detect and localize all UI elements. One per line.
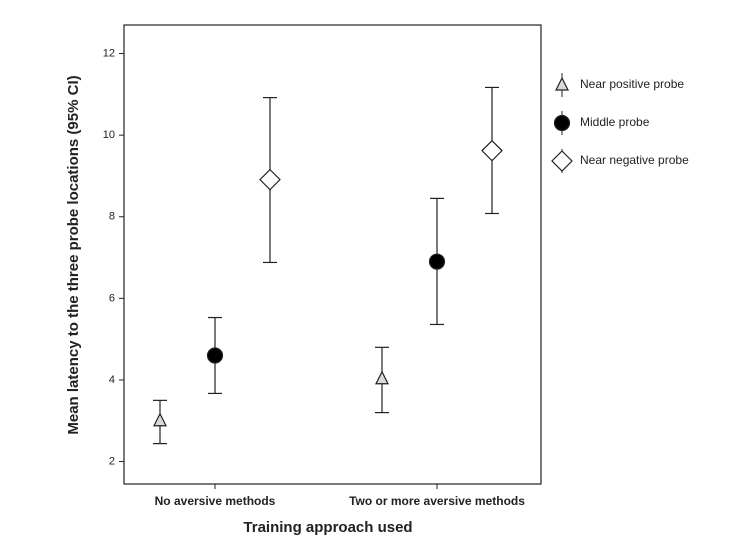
- legend-label: Middle probe: [580, 115, 650, 129]
- y-tick-label: 10: [103, 129, 115, 141]
- legend-marker: [553, 114, 571, 132]
- x-tick-label: Two or more aversive methods: [349, 494, 525, 508]
- point: [206, 347, 224, 364]
- y-tick-label: 12: [103, 47, 115, 59]
- x-tick-label: No aversive methods: [155, 494, 276, 508]
- point: [481, 139, 503, 162]
- point: [375, 370, 389, 385]
- legend-marker: [551, 150, 573, 172]
- point: [428, 253, 446, 270]
- legend-label: Near positive probe: [580, 77, 684, 91]
- legend-label: Near negative probe: [580, 153, 689, 167]
- y-axis-title: Mean latency to the three probe location…: [65, 75, 82, 434]
- plot-frame: [123, 24, 542, 485]
- y-tick-label: 6: [109, 292, 115, 304]
- y-tick-label: 8: [109, 211, 115, 223]
- y-tick-label: 2: [109, 455, 115, 467]
- point: [153, 412, 167, 427]
- point: [259, 168, 281, 191]
- x-axis-title: Training approach used: [243, 519, 412, 536]
- legend-marker: [555, 76, 569, 91]
- y-tick-label: 4: [109, 374, 115, 386]
